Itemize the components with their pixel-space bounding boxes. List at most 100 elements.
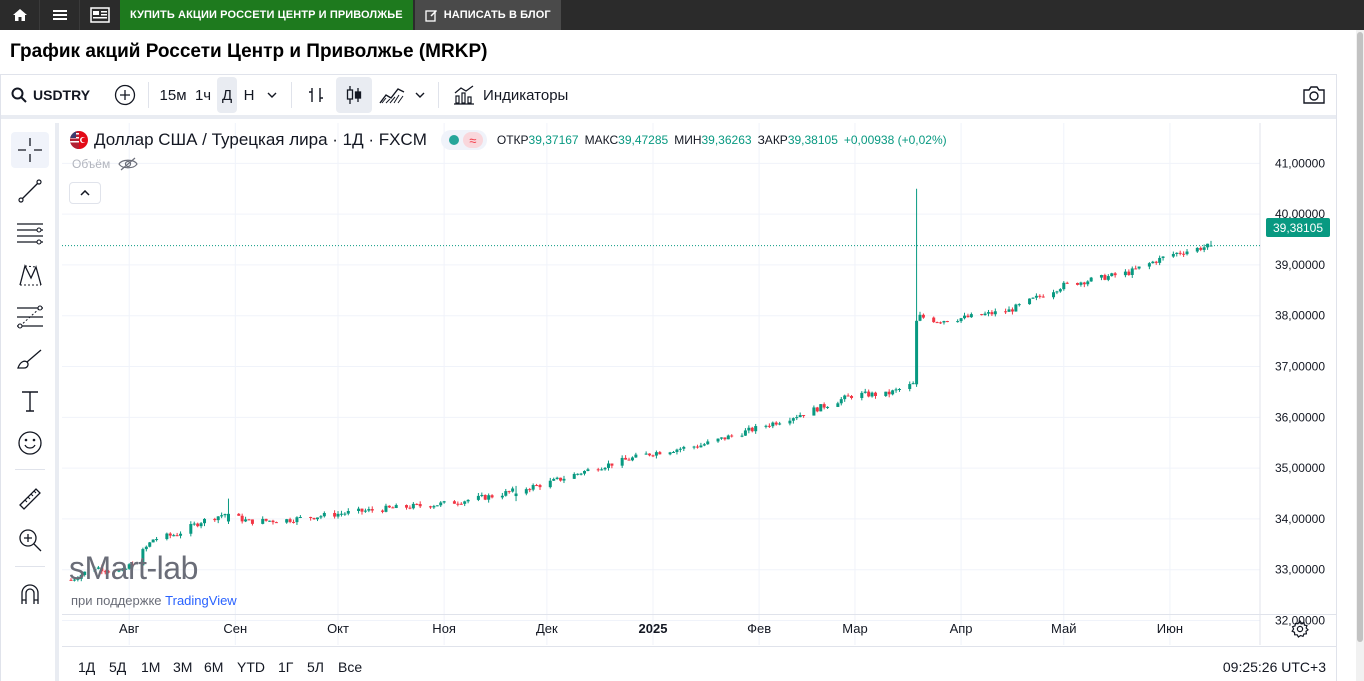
chart-widget-frame [0,74,1337,681]
candle-body [576,473,580,475]
interval-15m[interactable]: 15м [157,77,189,113]
candle-body [466,499,470,502]
newspaper-icon[interactable] [80,0,120,30]
hamburger-icon[interactable] [40,0,80,30]
candle-body [620,457,624,466]
indicators-label: Индикаторы [483,86,569,104]
candle-body [583,470,587,474]
range-ytd[interactable]: YTD [237,659,265,675]
candle-body [394,505,398,508]
interval-day[interactable]: Д [217,77,238,113]
indicators-button[interactable]: Индикаторы [447,77,574,113]
trend-line-tool[interactable] [11,173,49,209]
candle-body [1199,247,1203,250]
candle-body [1206,243,1210,248]
bar-chart-type-button[interactable] [300,77,332,113]
candle-body [610,463,614,466]
candle-body [237,513,241,516]
interval-1h[interactable]: 1ч [189,77,217,113]
candle-body [559,477,563,481]
candle-body [1158,257,1162,263]
candle-body [897,389,901,391]
price-chart[interactable]: 41,00000 40,00000 39,00000 38,00000 37,00000… [62,123,1336,645]
emoji-tool[interactable] [11,425,49,461]
candle-body [1130,268,1134,275]
candle-body [668,452,672,455]
range-1y[interactable]: 1Г [278,659,294,675]
write-blog-tab[interactable]: НАПИСАТЬ В БЛОГ [414,0,561,30]
ruler-tool[interactable] [11,481,49,517]
home-icon[interactable] [0,0,40,30]
candles-chart-type-button[interactable] [336,77,373,113]
range-5y[interactable]: 5Л [307,659,324,675]
eye-off-icon[interactable] [118,157,138,171]
market-status-pill[interactable]: ≈ [440,130,487,150]
candle-body [942,321,946,323]
time-tick-label: Сен [223,621,248,636]
chart-settings-button[interactable] [1291,620,1309,638]
price-axis[interactable]: 41,00000 40,00000 39,00000 38,00000 37,00000… [1259,123,1325,645]
zoom-in-icon [17,527,43,553]
candle-body [319,516,323,518]
range-all[interactable]: Все [338,659,363,675]
candle-body [370,509,374,511]
scrollbar-thumb[interactable] [1357,32,1363,642]
candle-body [131,564,135,566]
zoom-tool[interactable] [11,522,49,558]
candle-body [1147,263,1151,267]
candle-body [151,539,155,543]
interval-week[interactable]: Н [237,77,261,113]
candle-body [69,579,73,581]
symbol-search[interactable]: USDTRY [11,77,90,113]
candle-body [1028,298,1032,305]
ruler-icon [17,486,43,512]
range-1d[interactable]: 1Д [78,659,96,675]
brush-tool[interactable] [11,341,49,377]
compare-symbol-button[interactable] [110,77,140,113]
chart-type-dropdown[interactable] [410,77,430,113]
gear-icon [1291,620,1309,638]
candle-body [843,395,847,400]
interval-dropdown[interactable] [261,77,283,113]
time-axis[interactable]: Авг Сен Окт Ноя Дек 2025 Фев Мар Апр Май Июн [62,614,1336,642]
fib-tool[interactable] [11,299,49,335]
area-chart-type-button[interactable] [374,77,410,113]
candle-body [226,513,230,522]
magnet-tool[interactable] [11,577,49,613]
candle-body [298,516,302,518]
candle-body [1185,251,1189,255]
crosshair-tool[interactable] [11,132,49,168]
pattern-tool[interactable] [11,257,49,293]
ohlc-low: МИН39,36263 [674,133,751,147]
plus-circle-icon [114,84,136,106]
candle-body [911,383,915,385]
text-tool[interactable] [11,383,49,419]
tradingview-link[interactable]: TradingView [165,593,237,608]
fib-retracement-icon [16,304,44,330]
range-6m[interactable]: 6М [204,659,224,675]
candle-body [644,453,648,455]
drawing-toolbar [1,123,59,681]
candle-body [795,417,799,419]
candle-body [630,457,634,461]
crosshair-icon [16,136,44,164]
ohlc-close: ЗАКР39,38105 [758,133,838,147]
buy-shares-tab[interactable]: КУПИТЬ АКЦИИ РОССЕТИ ЦЕНТР И ПРИВОЛЖЬЕ [120,0,413,30]
range-3m[interactable]: 3М [173,659,193,675]
candle-body [695,446,699,448]
collapse-legend-button[interactable] [69,182,101,204]
range-5d[interactable]: 5Д [109,659,127,675]
range-1m[interactable]: 1М [141,659,161,675]
horizontal-lines-tool[interactable] [11,215,49,251]
candle-body [747,427,751,431]
price-tick-label: 33,00000 [1275,563,1325,577]
write-blog-label: НАПИСАТЬ В БЛОГ [443,9,551,21]
symbol-title[interactable]: Доллар США / Турецкая лира · 1Д · FXCM [94,130,427,149]
candle-body [528,489,532,491]
snapshot-button[interactable] [1298,77,1330,113]
candle-body [511,488,515,492]
candle-body [264,518,268,521]
candle-body [1123,271,1127,276]
utc-clock[interactable]: 09:25:26 UTC+3 [1222,659,1326,675]
time-tick-label: Июн [1156,621,1184,636]
